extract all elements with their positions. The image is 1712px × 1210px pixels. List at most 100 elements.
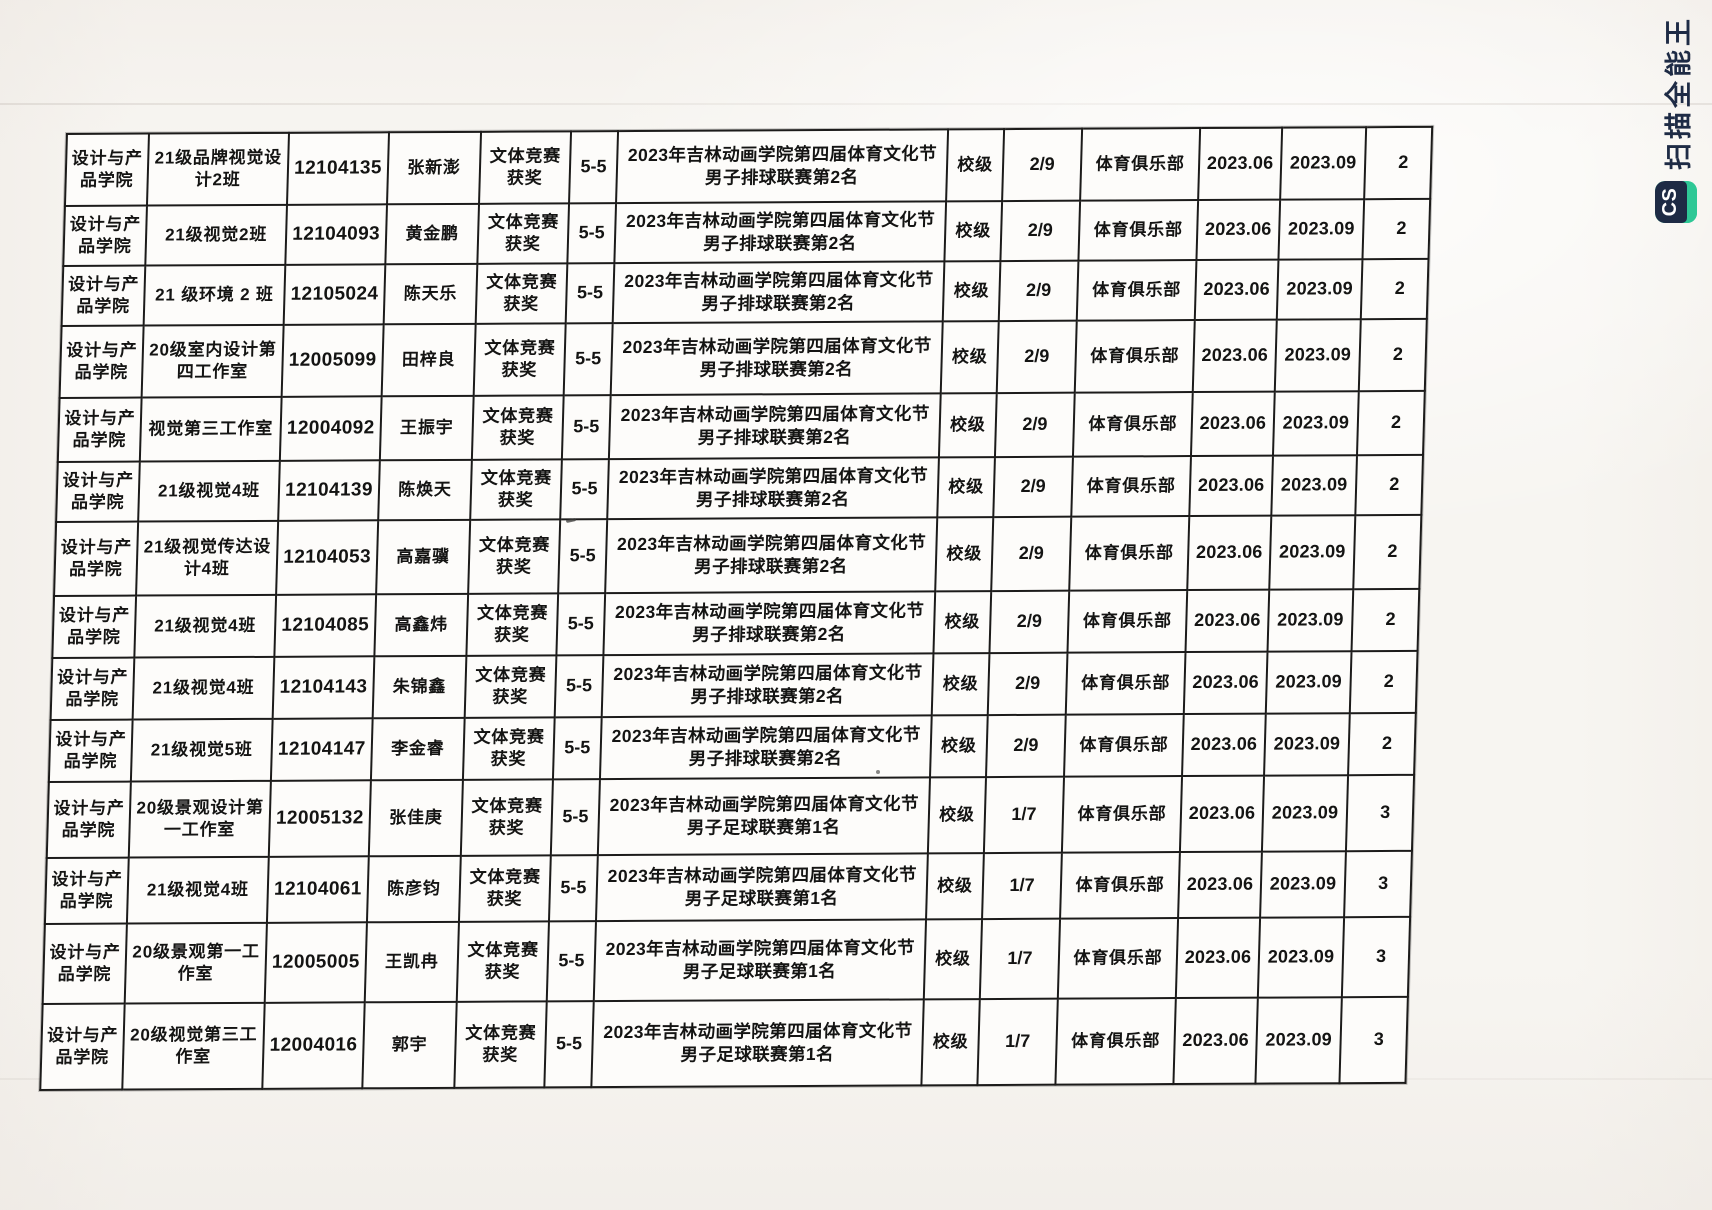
class-name-text: 21级视觉4班 bbox=[146, 879, 250, 900]
table-row: 设计与产品学院 20级室内设计第四工作室 12005099 田梓良 文体竞赛获奖 5-5 2… bbox=[59, 318, 1427, 398]
cell-organization: 体育俱乐部 bbox=[1055, 998, 1176, 1085]
award-title-text: 2023年吉林动画学院第四届体育文化节男子足球联赛第1名 bbox=[603, 1020, 913, 1065]
cell-class-name: 21级视觉传达设计4班 bbox=[136, 520, 279, 596]
name-text: 王凯冉 bbox=[384, 951, 439, 971]
name-text: 陈天乐 bbox=[403, 283, 458, 303]
organization-text: 体育俱乐部 bbox=[1070, 1030, 1161, 1051]
cell-start-date: 2023.06 bbox=[1185, 589, 1270, 653]
code-text: 5-5 bbox=[578, 222, 606, 243]
cell-award-title: 2023年吉林动画学院第四届体育文化节男子排球联赛第2名 bbox=[608, 393, 941, 460]
cell-level: 校级 bbox=[938, 393, 997, 458]
cell-student-id: 12104147 bbox=[270, 718, 373, 781]
student-id-text: 12104093 bbox=[291, 223, 381, 246]
class-name-text: 21级视觉4班 bbox=[157, 480, 261, 501]
camscanner-watermark: CS 扫描全能王 bbox=[1652, 15, 1700, 223]
cell-award-title: 2023年吉林动画学院第四届体育文化节男子排球联赛第2名 bbox=[599, 715, 932, 780]
table-row: 设计与产品学院 20级景观设计第一工作室 12005132 张佳庚 文体竞赛获奖 5-5 2… bbox=[46, 774, 1415, 858]
cell-award-type: 文体竞赛获奖 bbox=[456, 921, 549, 1002]
start-date-text: 2023.06 bbox=[1206, 152, 1274, 174]
end-date-text: 2023.09 bbox=[1287, 218, 1355, 239]
cell-level: 校级 bbox=[921, 999, 980, 1086]
student-id-text: 12004016 bbox=[269, 1034, 358, 1057]
cell-name: 王振宇 bbox=[379, 395, 474, 461]
cell-organization: 体育俱乐部 bbox=[1071, 456, 1191, 517]
points-text: 2 bbox=[1398, 152, 1410, 173]
award-title-text: 2023年吉林动画学院第四届体育文化节男子足球联赛第1名 bbox=[607, 864, 918, 909]
cell-start-date: 2023.06 bbox=[1192, 319, 1277, 393]
cell-level: 校级 bbox=[927, 777, 987, 854]
cell-name: 朱锦鑫 bbox=[372, 655, 467, 719]
table-row: 设计与产品学院 21级品牌视觉设计2班 12104135 张新澎 文体竞赛获奖 5-5 20… bbox=[64, 126, 1433, 206]
awards-table-body: 设计与产品学院 21级品牌视觉设计2班 12104135 张新澎 文体竞赛获奖 5-5 20… bbox=[40, 126, 1433, 1090]
cell-points: 3 bbox=[1345, 774, 1415, 852]
cell-level: 校级 bbox=[933, 591, 992, 654]
name-text: 王振宇 bbox=[399, 417, 454, 437]
end-date-text: 2023.09 bbox=[1269, 873, 1337, 894]
cell-end-date: 2023.09 bbox=[1269, 515, 1356, 590]
points-text: 2 bbox=[1389, 474, 1401, 495]
cell-award-type: 文体竞赛获奖 bbox=[464, 655, 557, 718]
level-text: 校级 bbox=[953, 280, 990, 301]
cell-level: 校级 bbox=[940, 321, 999, 394]
cell-college: 设计与产品学院 bbox=[56, 461, 140, 522]
organization-text: 体育俱乐部 bbox=[1079, 734, 1169, 755]
cell-award-title: 2023年吉林动画学院第四届体育文化节男子足球联赛第1名 bbox=[595, 853, 928, 922]
cell-code: 5-5 bbox=[556, 593, 606, 656]
table-row: 设计与产品学院 21级视觉5班 12104147 李金睿 文体竞赛获奖 5-5 2023年吉… bbox=[48, 712, 1416, 782]
award-title-text: 2023年吉林动画学院第四届体育文化节男子足球联赛第1名 bbox=[605, 937, 916, 982]
cell-award-type: 文体竞赛获奖 bbox=[471, 395, 564, 460]
end-date-text: 2023.09 bbox=[1265, 1029, 1333, 1050]
cell-level: 校级 bbox=[946, 129, 1005, 202]
college-text: 设计与产品学院 bbox=[53, 798, 126, 840]
award-type-text: 文体竞赛获奖 bbox=[476, 602, 549, 645]
points-text: 2 bbox=[1396, 218, 1408, 239]
college-text: 设计与产品学院 bbox=[69, 214, 142, 256]
award-type-text: 文体竞赛获奖 bbox=[480, 467, 553, 510]
cell-student-id: 12104093 bbox=[285, 204, 388, 265]
cell-name: 王凯冉 bbox=[364, 921, 459, 1003]
class-name-text: 20级室内设计第四工作室 bbox=[149, 339, 277, 382]
cell-college: 设计与产品学院 bbox=[57, 397, 142, 462]
class-name-text: 21级视觉2班 bbox=[164, 224, 268, 245]
cell-class-name: 20级景观第一工作室 bbox=[124, 922, 267, 1004]
cell-level: 校级 bbox=[931, 653, 990, 716]
table-row: 设计与产品学院 20级视觉第三工作室 12004016 郭宇 文体竞赛获奖 5-5 2023… bbox=[40, 996, 1408, 1090]
points-text: 2 bbox=[1385, 609, 1397, 630]
cell-rank: 1/7 bbox=[982, 852, 1062, 920]
start-date-text: 2023.06 bbox=[1204, 218, 1272, 240]
cell-student-id: 12104143 bbox=[272, 656, 375, 719]
cell-college: 设计与产品学院 bbox=[54, 521, 139, 596]
cell-points: 2 bbox=[1357, 390, 1425, 456]
cell-class-name: 21级视觉4班 bbox=[138, 460, 280, 522]
cell-class-name: 21级视觉2班 bbox=[145, 204, 287, 266]
cell-start-date: 2023.06 bbox=[1194, 259, 1279, 321]
cell-start-date: 2023.06 bbox=[1189, 455, 1273, 517]
cell-start-date: 2023.06 bbox=[1183, 651, 1268, 715]
cell-name: 陈彦钧 bbox=[366, 855, 461, 923]
award-type-text: 文体竞赛获奖 bbox=[489, 145, 562, 188]
cell-level: 校级 bbox=[926, 853, 984, 920]
cell-rank: 2/9 bbox=[986, 714, 1066, 778]
student-id-text: 12104139 bbox=[284, 479, 374, 502]
cell-award-type: 文体竞赛获奖 bbox=[477, 203, 570, 264]
end-date-text: 2023.09 bbox=[1278, 541, 1346, 562]
award-type-text: 文体竞赛获奖 bbox=[469, 866, 542, 909]
cell-end-date: 2023.09 bbox=[1274, 319, 1361, 392]
cell-name: 李金睿 bbox=[370, 717, 465, 781]
class-name-text: 21级视觉5班 bbox=[150, 739, 254, 760]
cell-code: 5-5 bbox=[546, 921, 596, 1002]
cell-organization: 体育俱乐部 bbox=[1072, 392, 1193, 457]
cell-code: 5-5 bbox=[565, 263, 615, 324]
cell-organization: 体育俱乐部 bbox=[1067, 590, 1188, 653]
start-date-text: 2023.06 bbox=[1203, 278, 1271, 300]
camscanner-logo-dark-panel: CS bbox=[1655, 181, 1687, 223]
award-type-text: 文体竞赛获奖 bbox=[485, 271, 558, 314]
name-text: 高嘉骥 bbox=[396, 546, 451, 566]
points-text: 2 bbox=[1387, 541, 1399, 562]
cell-award-type: 文体竞赛获奖 bbox=[454, 1001, 547, 1088]
cell-organization: 体育俱乐部 bbox=[1074, 320, 1195, 393]
name-text: 李金睿 bbox=[390, 738, 445, 758]
end-date-text: 2023.09 bbox=[1275, 671, 1343, 692]
cell-college: 设计与产品学院 bbox=[44, 857, 129, 924]
cell-code: 5-5 bbox=[561, 395, 611, 460]
